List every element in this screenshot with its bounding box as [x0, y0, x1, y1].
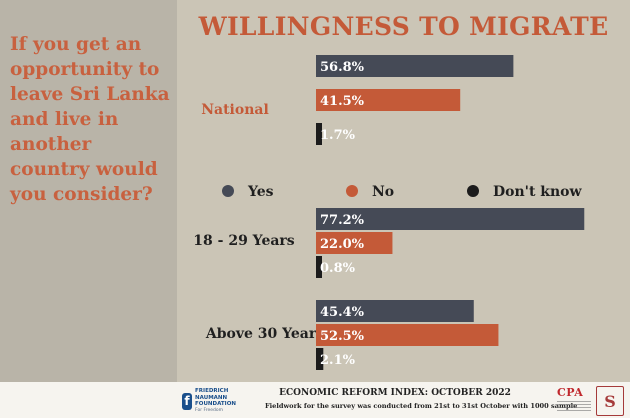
bar-value-label: 56.8%	[320, 60, 365, 75]
bar-chart: National 56.8% 41.5% 1.7% 18 - 29 Years 77.2%…	[193, 55, 585, 370]
legend-marker	[222, 185, 234, 197]
legend-label: No	[372, 184, 394, 200]
bar-value-label: 52.5%	[320, 329, 365, 344]
fnf-logo-text: FRIEDRICH NAUMANN FOUNDATION	[195, 388, 237, 407]
legend-marker	[346, 185, 358, 197]
bar	[316, 89, 461, 111]
legend-marker	[467, 185, 479, 197]
cpa-logo-text: CPA	[557, 386, 584, 399]
footer-bar	[0, 382, 630, 418]
bar	[316, 208, 585, 230]
chart-title: WILLINGNESS TO MIGRATE	[198, 12, 609, 41]
bar-value-label: 0.8%	[320, 261, 356, 276]
bar	[316, 55, 514, 77]
bar-value-label: 45.4%	[320, 305, 365, 320]
category-label: 18 - 29 Years	[193, 233, 295, 249]
seal-logo-icon: S	[596, 386, 624, 416]
legend-label: Don't know	[493, 184, 583, 200]
fnf-logo-icon: f	[182, 392, 193, 410]
footer-title: ECONOMIC REFORM INDEX: OCTOBER 2022	[279, 388, 511, 398]
cpa-logo: CPA	[557, 386, 591, 416]
fnf-logo: f FRIEDRICH NAUMANN FOUNDATION For Freed…	[182, 388, 260, 414]
bar-value-label: 77.2%	[320, 213, 365, 228]
bar-value-label: 2.1%	[320, 353, 356, 368]
bar	[316, 232, 393, 254]
survey-question: If you get an opportunity to leave Sri L…	[10, 34, 170, 205]
bar	[316, 348, 324, 370]
bar-value-label: 41.5%	[320, 94, 365, 109]
legend-label: Yes	[247, 184, 274, 200]
fnf-logo-subtext: For Freedom	[195, 407, 224, 413]
category-label: Above 30 Years	[205, 326, 324, 342]
bar	[316, 324, 499, 346]
bar-value-label: 22.0%	[320, 237, 365, 252]
cpa-logo-fineprint	[557, 401, 591, 411]
footer-subtitle: Fieldwork for the survey was conducted f…	[265, 402, 578, 410]
bar	[316, 300, 474, 322]
bar-value-label: 1.7%	[320, 128, 356, 143]
bar	[316, 256, 322, 278]
category-label: National	[201, 102, 269, 118]
bar	[316, 123, 322, 145]
question-panel	[0, 0, 177, 382]
